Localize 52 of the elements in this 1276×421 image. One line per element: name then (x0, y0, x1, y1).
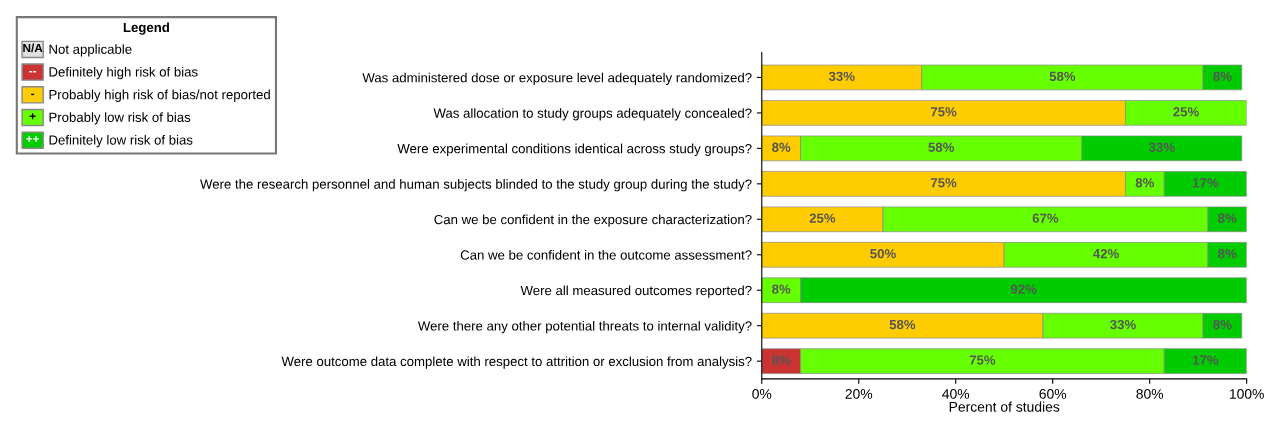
data-label: 8% (1213, 319, 1232, 330)
text: ++ (26, 135, 40, 142)
x-tick-label: 100% (1229, 388, 1264, 399)
text: -- (29, 71, 37, 73)
y-tick-label: Were outcome data complete with respect to attrition or exclusion from analysis? (281, 356, 752, 369)
data-label: 25% (809, 213, 836, 223)
data-label: 8% (1213, 71, 1232, 81)
y-tick-label: Were the research personnel and human subjects blinded to the study group during the study? (200, 179, 752, 192)
data-label: 75% (969, 355, 996, 365)
data-label: 8% (1218, 213, 1237, 223)
data-label: 33% (828, 71, 855, 82)
data-label: 17% (1193, 178, 1219, 188)
y-tick-label: Was administered dose or exposure level adequately randomized? (362, 72, 752, 85)
data-label: 33% (1110, 319, 1136, 330)
data-label: 8% (772, 355, 791, 365)
legend-label: Probably high risk of bias/not reported (49, 89, 270, 102)
data-label: 8% (1135, 178, 1155, 188)
y-tick-label: Can we be confident in the outcome assessment? (460, 249, 752, 260)
text: + (29, 113, 36, 120)
text: N/A (23, 43, 43, 53)
data-label: 8% (772, 142, 791, 152)
y-tick-label: Was allocation to study groups adequately concealed? (433, 108, 752, 121)
data-label: 17% (1193, 355, 1219, 365)
legend-label: Probably low risk of bias (49, 112, 191, 125)
data-label: 92% (1010, 284, 1037, 294)
data-label: 25% (1173, 107, 1199, 117)
data-label: 75% (930, 178, 957, 188)
x-tick-label: 40% (942, 388, 970, 399)
x-tick-label: 80% (1136, 388, 1164, 399)
x-tick-label: 20% (845, 388, 873, 399)
data-label: 67% (1032, 213, 1059, 223)
data-label: 58% (889, 319, 916, 330)
y-tick-label: Were experimental conditions identical across study groups? (397, 143, 752, 156)
x-tick-label: 0% (752, 388, 772, 399)
y-tick-label: Can we be confident in the exposure characterization? (434, 214, 752, 227)
y-tick-label: Were all measured outcomes reported? (520, 285, 752, 298)
legend-label: Definitely high risk of bias (49, 66, 198, 80)
data-label: 50% (870, 248, 896, 259)
x-tick-label: 60% (1039, 388, 1067, 399)
legend-label: Definitely low risk of bias (49, 134, 193, 148)
legend-title: Legend (123, 22, 169, 35)
data-label: 58% (928, 142, 955, 152)
x-axis-title: Percent of studies (949, 401, 1060, 412)
data-label: 75% (930, 107, 957, 117)
data-label: 8% (772, 284, 791, 294)
data-label: 33% (1148, 142, 1175, 152)
y-tick-label: Were there any other potential threats to internal validity? (417, 320, 752, 334)
data-label: 42% (1093, 248, 1119, 259)
text: - (31, 93, 35, 96)
data-label: 8% (1218, 248, 1237, 259)
legend-label: Not applicable (49, 44, 132, 57)
data-label: 58% (1049, 71, 1076, 81)
